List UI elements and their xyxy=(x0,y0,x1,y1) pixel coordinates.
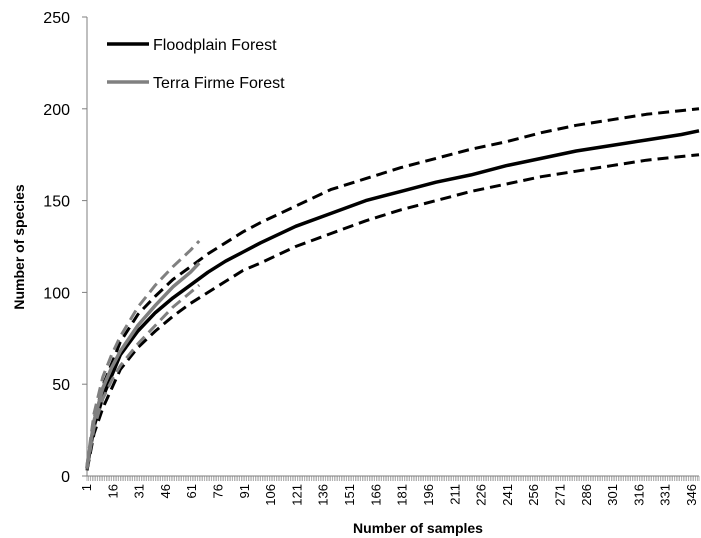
x-tick-label: 256 xyxy=(526,484,541,506)
x-axis-title: Number of samples xyxy=(353,520,483,536)
x-tick-label: 61 xyxy=(184,484,199,498)
x-tick-label: 46 xyxy=(158,484,173,498)
y-tick-label: 200 xyxy=(43,102,70,119)
x-tick-label: 226 xyxy=(474,484,489,506)
series-line-floodplain-forest-upper-ci xyxy=(85,107,700,468)
x-tick-label: 166 xyxy=(368,484,383,506)
series-line-floodplain-forest-lower-ci xyxy=(85,153,700,471)
y-tick-label: 0 xyxy=(61,469,70,486)
legend: Floodplain Forest Terra Firme Forest xyxy=(107,37,285,92)
series-line-floodplain-forest xyxy=(85,129,700,469)
x-tick-label: 181 xyxy=(395,484,410,506)
y-tick-label: 250 xyxy=(43,10,70,27)
x-tick-label: 121 xyxy=(289,484,304,506)
x-tick-label: 106 xyxy=(263,484,278,506)
x-tick-label: 211 xyxy=(447,484,462,505)
x-tick-label: 346 xyxy=(684,484,699,506)
x-tick-label: 271 xyxy=(552,484,567,506)
x-axis-ticks: 1 16 31 46 61 76 91 106 121 136 151 166 181 196 211 226… xyxy=(79,476,700,506)
x-tick-label: 91 xyxy=(237,484,252,498)
x-tick-label: 286 xyxy=(579,484,594,506)
x-tick-label: 331 xyxy=(658,484,673,506)
x-tick-label: 31 xyxy=(132,484,147,498)
x-tick-label: 151 xyxy=(342,484,357,506)
y-axis-title: Number of species xyxy=(11,184,27,309)
y-tick-label: 100 xyxy=(43,285,70,302)
x-tick-label: 1 xyxy=(79,484,94,491)
series-line-terra-firme-forest xyxy=(85,261,201,468)
series-lines xyxy=(85,107,700,471)
series-line-terra-firme-forest-upper-ci xyxy=(85,239,201,466)
x-tick-label: 301 xyxy=(605,484,620,506)
series-line-terra-firme-forest-lower-ci xyxy=(85,283,201,469)
axes: 0 50 100 150 200 250 1 16 31 46 61 76 91 106 121 136 15… xyxy=(43,10,700,506)
y-axis-ticks: 0 50 100 150 200 250 xyxy=(43,10,87,486)
x-tick-label: 16 xyxy=(105,484,120,498)
x-tick-label: 241 xyxy=(500,484,515,506)
legend-label-terra-firme: Terra Firme Forest xyxy=(153,75,285,92)
legend-label-floodplain: Floodplain Forest xyxy=(153,37,277,54)
y-tick-label: 150 xyxy=(43,194,70,211)
x-tick-label: 316 xyxy=(631,484,646,506)
x-tick-label: 136 xyxy=(316,484,331,506)
x-tick-label: 76 xyxy=(211,484,226,498)
y-tick-label: 50 xyxy=(52,377,70,394)
x-tick-label: 196 xyxy=(421,484,436,506)
